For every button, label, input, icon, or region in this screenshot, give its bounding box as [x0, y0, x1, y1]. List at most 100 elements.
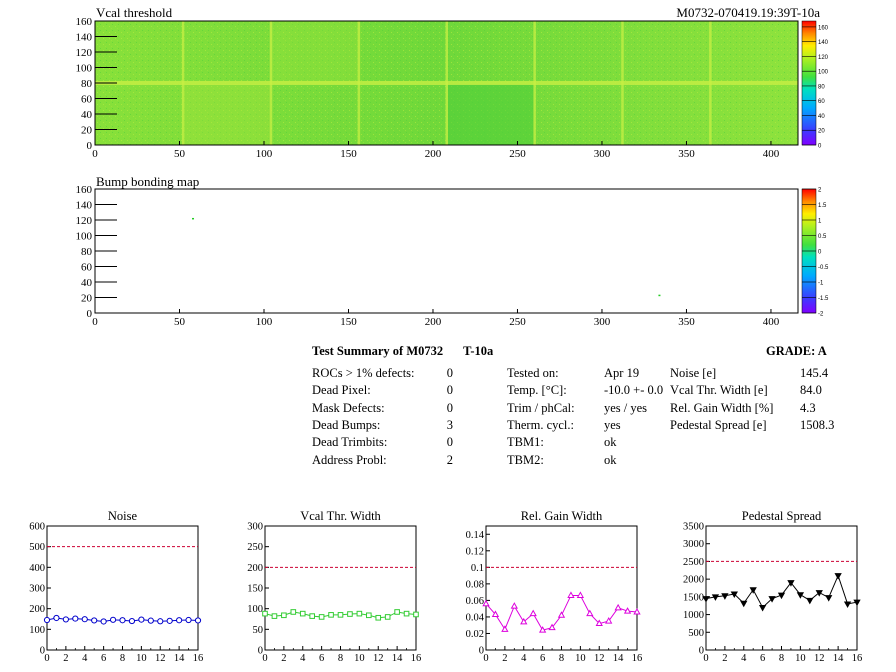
y-tick-label: 200	[247, 563, 263, 574]
y-tick-label: 0.08	[466, 579, 484, 590]
colorbar-tick-label: 0	[818, 250, 822, 256]
summary-value: 0	[446, 366, 453, 380]
summary-temp-label: T-10a	[463, 344, 494, 358]
chart-frame	[264, 525, 417, 651]
data-point	[834, 573, 842, 580]
y-tick-label: 400	[29, 563, 45, 574]
data-point	[567, 591, 575, 598]
data-point	[328, 612, 334, 618]
data-point	[309, 613, 315, 619]
data-point	[271, 613, 278, 619]
y-tick-label: 50	[253, 625, 264, 636]
data-point	[595, 619, 603, 627]
x-tick-label: 14	[613, 653, 624, 664]
x-tick-label: 0	[483, 653, 488, 664]
y-tick-label: 0	[87, 308, 93, 320]
summary-label: Temp. [°C]:	[507, 383, 567, 398]
x-tick-label: 50	[174, 316, 186, 328]
summary-label: TBM1:	[507, 435, 544, 450]
colorbar-tick-label: 100	[818, 70, 829, 76]
y-tick-label: 0	[479, 646, 484, 657]
summary-value: 0	[446, 435, 453, 450]
y-tick-label: 300	[29, 584, 45, 595]
x-tick-label: 16	[193, 653, 204, 664]
x-tick-label: 12	[155, 653, 166, 664]
y-tick-label: 20	[81, 293, 93, 305]
colorbar-tick-label: 140	[818, 40, 829, 46]
x-tick-label: 200	[425, 148, 442, 160]
colorbar-tick-label: 80	[818, 84, 825, 90]
data-point	[403, 610, 410, 617]
data-point	[119, 617, 126, 624]
data-point	[128, 617, 136, 625]
data-point	[730, 591, 738, 599]
x-tick-label: 6	[760, 653, 765, 664]
y-tick-label: 150	[247, 584, 263, 595]
summary-value: ok	[604, 435, 617, 450]
x-tick-label: 6	[319, 653, 324, 664]
y-tick-label: 0.06	[466, 596, 484, 607]
y-tick-label: 200	[29, 604, 45, 615]
x-tick-label: 8	[338, 653, 343, 664]
summary-label: Trim / phCal:	[507, 400, 575, 415]
data-point	[366, 612, 372, 619]
summary-value: Apr 19	[604, 366, 640, 380]
summary-label: ROCs > 1% defects:	[312, 366, 415, 380]
map-title: Vcal threshold	[96, 5, 173, 20]
chart-title: Rel. Gain Width	[521, 509, 603, 523]
colorbar-tick-label: 160	[818, 25, 829, 31]
data-point	[356, 610, 363, 617]
y-tick-label: 40	[81, 109, 93, 121]
data-point	[147, 617, 154, 624]
data-point	[843, 601, 852, 608]
data-point	[375, 614, 382, 621]
y-tick-label: 160	[76, 184, 93, 196]
summary-value: 1508.3	[800, 417, 835, 432]
summary-value: -10.0 +- 0.0	[604, 383, 664, 398]
data-point	[815, 590, 823, 597]
y-tick-label: 0.04	[466, 612, 485, 623]
y-tick-label: 2000	[683, 575, 704, 586]
chart-title: Pedestal Spread	[742, 509, 822, 523]
summary-value: yes / yes	[604, 400, 648, 415]
colorbar-tick-label: 0	[818, 144, 822, 150]
summary-label: Dead Bumps:	[312, 417, 381, 432]
data-point	[520, 617, 528, 625]
y-tick-label: 100	[76, 231, 93, 243]
data-point	[62, 616, 69, 623]
y-tick-label: 3000	[683, 539, 704, 550]
data-point	[281, 612, 287, 619]
map-column-boundary	[181, 21, 185, 145]
chart-title: Noise	[108, 509, 138, 523]
y-tick-label: 0	[699, 646, 704, 657]
summary-value: 2	[446, 452, 453, 467]
summary-label: TBM2:	[507, 452, 544, 467]
data-point	[299, 610, 306, 617]
x-tick-label: 0	[262, 653, 267, 664]
data-point	[721, 593, 729, 600]
x-tick-label: 150	[340, 148, 357, 160]
y-tick-label: 0	[87, 140, 93, 152]
data-point	[853, 599, 861, 607]
data-point	[347, 611, 353, 617]
data-point	[749, 587, 757, 594]
y-tick-label: 3500	[683, 522, 704, 533]
summary-value: 0	[446, 400, 453, 415]
y-tick-label: 40	[81, 277, 93, 289]
x-tick-label: 12	[814, 653, 825, 664]
chart-frame	[485, 525, 638, 651]
y-tick-label: 0.14	[466, 530, 485, 541]
summary-label: Address Probl:	[312, 452, 387, 467]
summary-label: Mask Defects:	[312, 400, 385, 415]
map-column-boundary	[357, 21, 361, 145]
x-tick-label: 200	[425, 316, 442, 328]
data-point	[605, 617, 613, 624]
y-tick-label: 160	[76, 16, 93, 28]
data-point	[538, 626, 547, 633]
colorbar-tick-label: -1	[818, 281, 824, 287]
map-frame	[94, 188, 799, 314]
data-point	[777, 592, 786, 600]
y-tick-label: 300	[247, 522, 263, 533]
summary-label: Dead Pixel:	[312, 383, 371, 398]
data-point	[614, 603, 622, 611]
